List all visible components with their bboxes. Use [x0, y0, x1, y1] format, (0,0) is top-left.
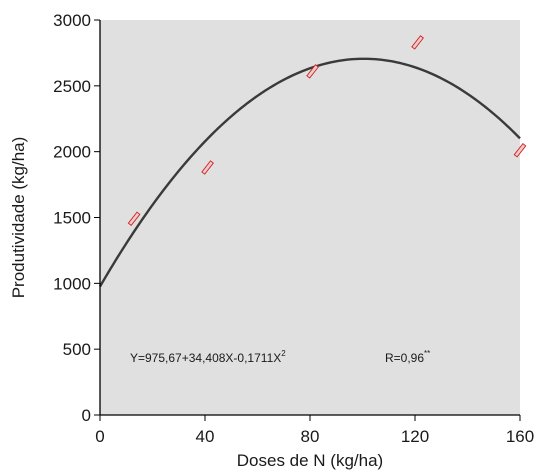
- r-value-superscript: **: [424, 349, 430, 358]
- plot-area: [100, 20, 520, 415]
- y-tick-label: 2500: [53, 77, 91, 96]
- x-axis-title: Doses de N (kg/ha): [237, 451, 383, 470]
- data-point: [411, 35, 424, 50]
- x-tick-label: 160: [506, 427, 534, 446]
- data-point-marker: [201, 160, 214, 175]
- y-tick-label: 1000: [53, 274, 91, 293]
- x-tick-label: 40: [196, 427, 215, 446]
- x-tick-label: 0: [95, 427, 104, 446]
- data-point: [306, 64, 319, 79]
- fit-curve-group: [98, 57, 521, 288]
- data-point-marker: [513, 143, 527, 158]
- x-axis-ticks: 0 40 80 120 160: [95, 415, 534, 446]
- y-axis-ticks: 0 500 1000 1500 2000 2500 3000: [53, 11, 100, 425]
- data-point: [201, 160, 214, 175]
- data-point-marker: [127, 211, 141, 227]
- y-axis-title: Produtividade (kg/ha): [9, 137, 28, 299]
- data-point-marker: [306, 64, 319, 79]
- data-point-marker: [411, 35, 424, 50]
- y-tick-label: 2000: [53, 143, 91, 162]
- y-tick-label: 0: [82, 406, 91, 425]
- x-tick-label: 120: [401, 427, 429, 446]
- data-points-group: [127, 35, 527, 227]
- y-tick-label: 500: [63, 340, 91, 359]
- y-tick-label: 1500: [53, 209, 91, 228]
- y-tick-label: 3000: [53, 11, 91, 30]
- equation-annotation: Y=975,67+34,408X-0,1711X2: [130, 349, 286, 365]
- data-point: [513, 143, 527, 158]
- r-value-text: R=0,96: [385, 351, 424, 365]
- fit-curve-line: [98, 57, 521, 288]
- data-point: [127, 211, 141, 227]
- r-annotation: R=0,96**: [385, 349, 430, 365]
- x-tick-label: 80: [301, 427, 320, 446]
- equation-text: Y=975,67+34,408X-0,1711X: [130, 351, 281, 365]
- equation-superscript: 2: [281, 349, 286, 358]
